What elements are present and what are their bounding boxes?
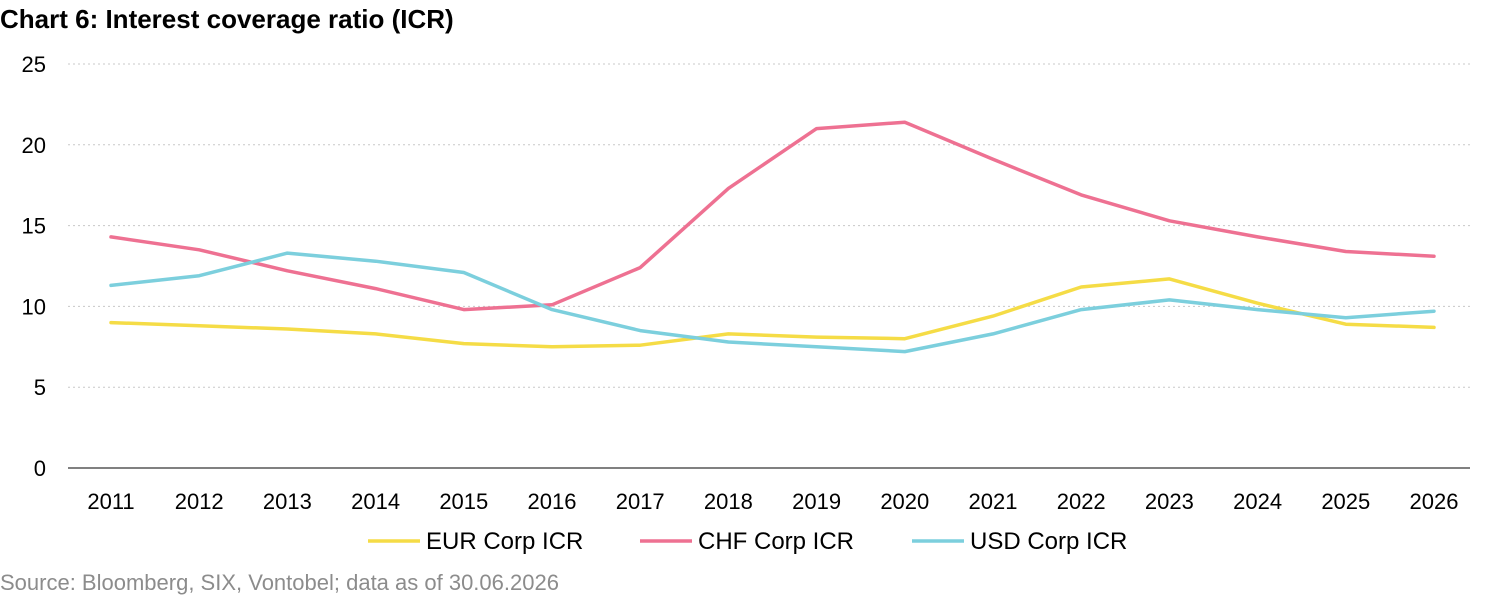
- x-tick-label: 2020: [880, 489, 929, 514]
- x-tick-label: 2022: [1057, 489, 1106, 514]
- x-axis-tick-labels: 2011 2012 2013 2014 2015 2016 2017 2018 2019 2020…: [87, 489, 1458, 514]
- y-tick-label: 25: [22, 52, 46, 77]
- y-tick-label: 10: [22, 294, 46, 319]
- y-tick-label: 0: [34, 456, 46, 481]
- chart-title: Chart 6: Interest coverage ratio (ICR): [0, 4, 454, 34]
- y-tick-label: 5: [34, 375, 46, 400]
- x-tick-label: 2019: [792, 489, 841, 514]
- x-tick-label: 2026: [1410, 489, 1459, 514]
- series-line: [109, 277, 1436, 349]
- x-tick-label: 2016: [528, 489, 577, 514]
- x-tick-label: 2014: [351, 489, 400, 514]
- x-tick-label: 2018: [704, 489, 753, 514]
- x-tick-label: 2011: [87, 489, 134, 514]
- source-note: Source: Bloomberg, SIX, Vontobel; data a…: [0, 570, 559, 595]
- legend-label: CHF Corp ICR: [698, 528, 854, 555]
- x-tick-label: 2013: [263, 489, 312, 514]
- legend-label: USD Corp ICR: [970, 528, 1127, 555]
- x-tick-label: 2017: [616, 489, 665, 514]
- y-tick-label: 15: [22, 214, 46, 239]
- series-lines: [109, 120, 1436, 354]
- x-tick-label: 2015: [439, 489, 488, 514]
- x-tick-label: 2025: [1321, 489, 1370, 514]
- legend-label: EUR Corp ICR: [426, 528, 583, 555]
- legend: EUR Corp ICR CHF Corp ICR USD Corp ICR: [368, 528, 1127, 555]
- grid-lines: [68, 63, 1470, 388]
- x-tick-label: 2024: [1233, 489, 1282, 514]
- x-tick-label: 2023: [1145, 489, 1194, 514]
- x-tick-label: 2012: [175, 489, 224, 514]
- series-line: [109, 251, 1436, 354]
- series-line: [109, 120, 1436, 312]
- x-tick-label: 2021: [969, 489, 1018, 514]
- y-tick-label: 20: [22, 133, 46, 158]
- y-axis-tick-labels: 0 5 10 15 20 25: [22, 52, 46, 481]
